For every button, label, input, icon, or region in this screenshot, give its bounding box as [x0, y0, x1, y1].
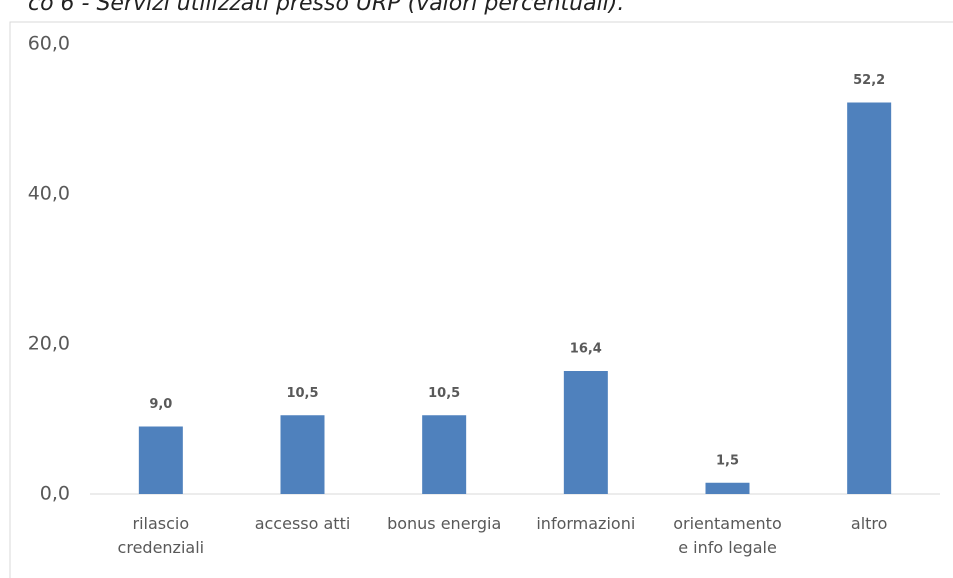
- x-tick-label: altro: [851, 514, 888, 533]
- y-tick-label: 60,0: [28, 33, 70, 55]
- x-tick-label: informazioni: [536, 514, 635, 533]
- bar: [280, 415, 325, 494]
- bar: [138, 426, 183, 494]
- bar: [847, 102, 892, 494]
- y-tick-label: 40,0: [28, 183, 70, 205]
- y-tick-label: 20,0: [28, 333, 70, 355]
- data-label: 52,2: [853, 73, 885, 88]
- y-tick-label: 0,0: [40, 483, 70, 505]
- data-label: 10,5: [286, 386, 318, 401]
- x-tick-label: bonus energia: [387, 514, 501, 533]
- chart-frame: [9, 21, 953, 578]
- data-label: 10,5: [428, 386, 460, 401]
- data-label: 16,4: [570, 342, 602, 357]
- bar: [563, 371, 608, 494]
- data-label: 1,5: [716, 453, 739, 468]
- x-tick-label: rilascio credenziali: [118, 514, 205, 557]
- data-label: 9,0: [149, 397, 172, 412]
- x-tick-label: orientamento e info legale: [673, 514, 782, 557]
- chart-title: co 6 - Servizi utilizzati presso URP (va…: [28, 0, 624, 16]
- x-tick-label: accesso atti: [255, 514, 351, 533]
- bar: [705, 482, 750, 494]
- bar: [422, 415, 467, 494]
